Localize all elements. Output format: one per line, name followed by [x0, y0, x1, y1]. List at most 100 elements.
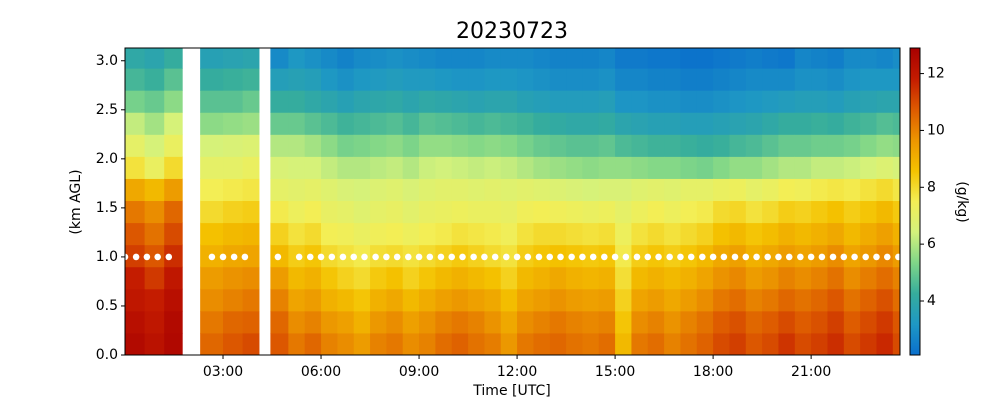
- heat-cell: [631, 178, 649, 202]
- heat-cell: [223, 156, 244, 179]
- heat-cell: [337, 134, 355, 157]
- heat-cell: [794, 90, 812, 113]
- heat-cell: [242, 200, 260, 224]
- heat-cell: [843, 178, 861, 202]
- heat-cell: [533, 310, 551, 334]
- heat-cell: [337, 332, 355, 355]
- heat-cell: [435, 310, 453, 334]
- marker: [415, 253, 423, 261]
- heat-cell: [680, 266, 698, 290]
- heat-cell: [500, 222, 518, 246]
- heat-cell: [164, 68, 183, 91]
- heat-cell: [223, 266, 244, 290]
- heat-cell: [242, 48, 260, 69]
- heat-cell: [876, 310, 894, 334]
- heat-cell: [125, 134, 146, 157]
- heat-cell: [125, 156, 146, 179]
- x-tick-label: 21:00: [791, 364, 831, 380]
- heat-cell: [664, 266, 681, 290]
- heat-cell: [794, 288, 812, 312]
- heat-cell: [164, 288, 183, 312]
- heat-cell: [566, 112, 583, 135]
- heat-cell: [304, 288, 322, 312]
- heat-cell: [419, 332, 436, 355]
- heat-cell: [827, 222, 845, 246]
- heat-cell: [598, 178, 616, 202]
- heat-cell: [696, 48, 714, 69]
- heat-cell: [794, 332, 812, 355]
- heat-cell: [270, 310, 289, 334]
- x-tick-label: 15:00: [595, 364, 635, 380]
- heat-cell: [500, 68, 518, 91]
- heat-cell: [762, 178, 779, 202]
- heat-cell: [125, 310, 146, 334]
- heat-cell: [615, 112, 632, 135]
- heat-cell: [386, 90, 404, 113]
- heat-cell: [582, 48, 600, 69]
- heat-cell: [729, 134, 747, 157]
- heatmap: [125, 48, 900, 355]
- heat-cell: [598, 48, 616, 69]
- heat-cell: [713, 222, 730, 246]
- heat-cell: [811, 156, 828, 179]
- marker: [818, 253, 826, 261]
- heat-cell: [125, 266, 146, 290]
- heat-cell: [144, 90, 165, 113]
- x-axis-label: Time [UTC]: [472, 383, 550, 399]
- heat-cell: [778, 266, 796, 290]
- heat-cell: [794, 68, 812, 91]
- heat-cell: [647, 68, 665, 91]
- heat-cell: [827, 200, 845, 224]
- heat-cell: [435, 112, 453, 135]
- heat-cell: [500, 310, 518, 334]
- heat-cell: [647, 178, 665, 202]
- heat-cell: [386, 48, 404, 69]
- heat-cell: [566, 332, 583, 355]
- heat-cell: [778, 156, 796, 179]
- heat-cell: [745, 112, 763, 135]
- heat-cell: [729, 288, 747, 312]
- heat-cell: [451, 332, 469, 355]
- heat-cell: [200, 332, 224, 355]
- marker: [470, 253, 477, 261]
- heat-cell: [647, 332, 665, 355]
- heat-cell: [288, 134, 306, 157]
- heat-cell: [664, 68, 681, 91]
- heat-cell: [615, 134, 632, 157]
- heat-cell: [794, 134, 812, 157]
- heat-cell: [680, 332, 698, 355]
- heat-cell: [664, 112, 681, 135]
- marker: [274, 253, 282, 261]
- heat-cell: [811, 68, 828, 91]
- marker: [426, 253, 434, 261]
- heat-cell: [337, 156, 355, 179]
- heat-cell: [631, 200, 649, 224]
- heat-cell: [729, 156, 747, 179]
- heat-cell: [778, 48, 796, 69]
- heat-cell: [451, 222, 469, 246]
- heat-cell: [762, 90, 779, 113]
- heat-cell: [892, 200, 900, 224]
- heat-cell: [242, 68, 260, 91]
- heat-cell: [386, 68, 404, 91]
- heat-cell: [827, 310, 845, 334]
- heat-cell: [144, 332, 165, 355]
- marker: [317, 253, 325, 261]
- heat-cell: [566, 156, 583, 179]
- heat-cell: [615, 68, 632, 91]
- heat-cell: [468, 288, 485, 312]
- heat-cell: [370, 332, 387, 355]
- heat-cell: [876, 90, 894, 113]
- heat-cell: [762, 68, 779, 91]
- marker: [709, 253, 717, 261]
- heat-cell: [745, 310, 763, 334]
- marker: [165, 253, 173, 261]
- heat-cell: [270, 266, 289, 290]
- heat-cell: [713, 332, 730, 355]
- heat-cell: [647, 48, 665, 69]
- heat-cell: [892, 222, 900, 246]
- marker: [404, 253, 412, 261]
- heat-cell: [827, 332, 845, 355]
- heat-cell: [242, 288, 260, 312]
